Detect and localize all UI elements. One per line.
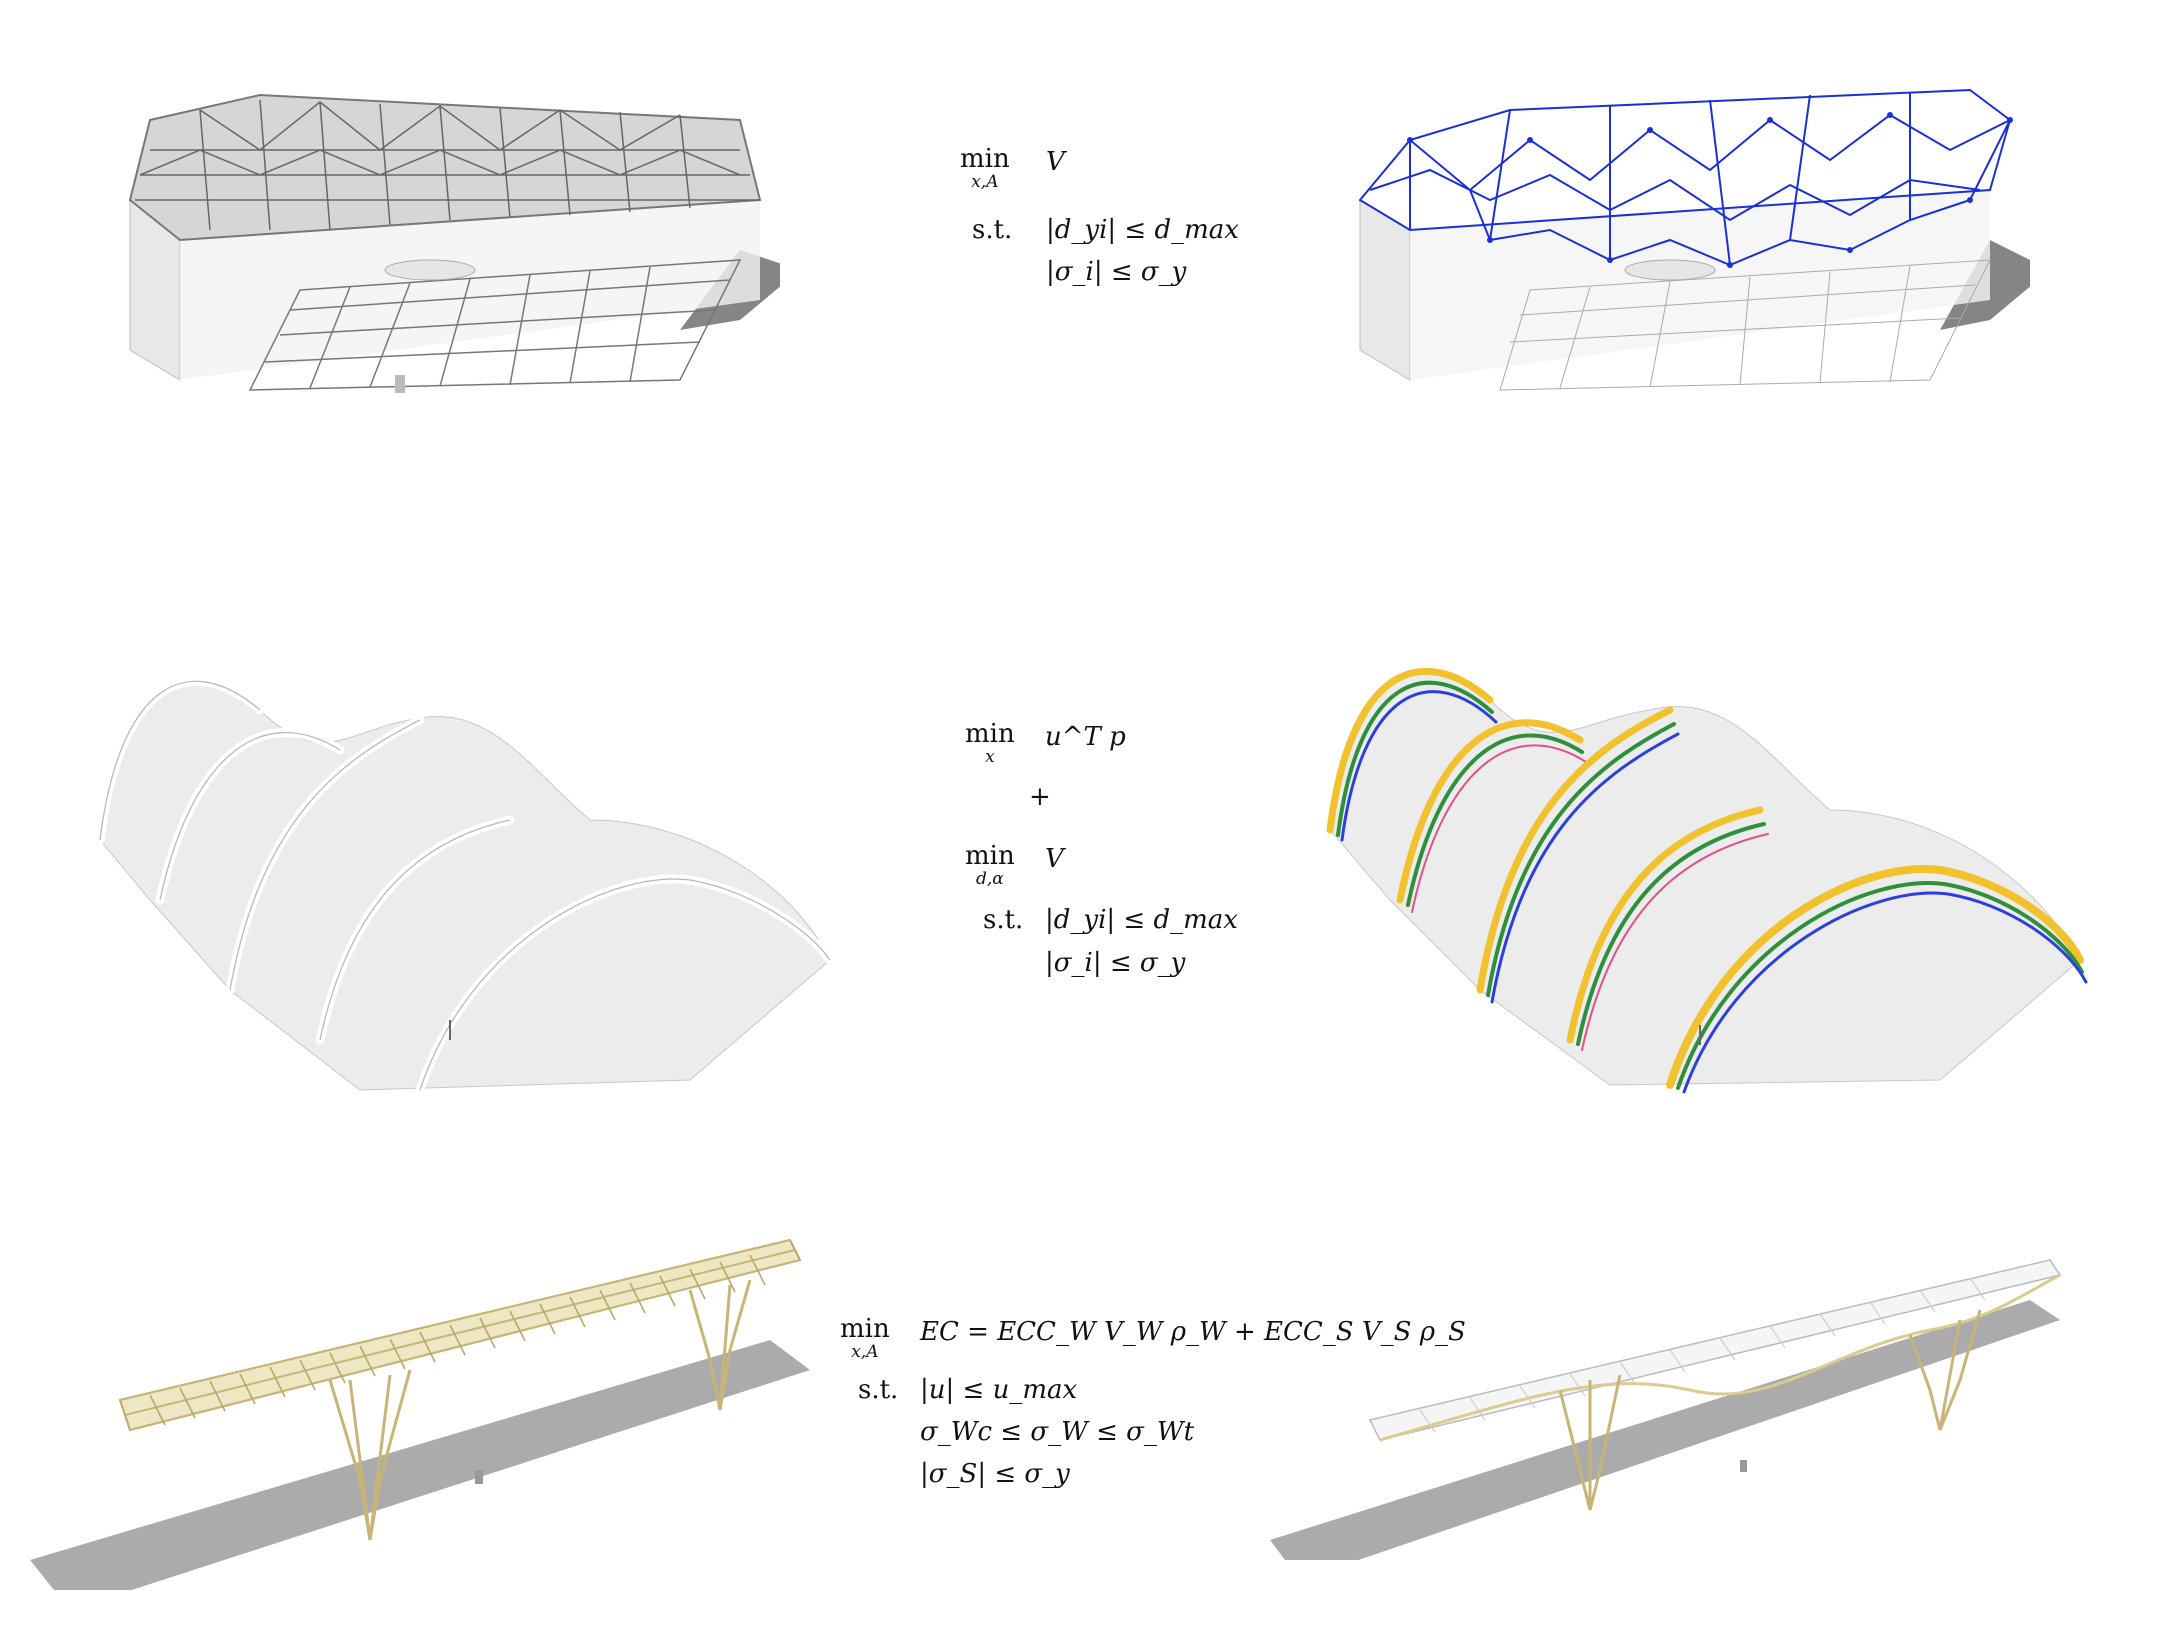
subject-to-label: s.t. (858, 1375, 899, 1405)
subject-to-label: s.t. (983, 905, 1024, 935)
space-truss-roof-render (120, 80, 780, 440)
optimized-arched-shell-render (1320, 630, 2110, 1100)
constraint-expression: |σ_i| ≤ σ_y (1045, 948, 1186, 978)
arched-shell-render (90, 640, 850, 1110)
optimization-formulation-3: min x,A EC = ECC_W V_W ρ_W + ECC_S V_S ρ… (840, 1314, 1466, 1505)
objective-expression: V (1046, 147, 1065, 177)
optimized-bridge-render (1270, 1240, 2070, 1560)
objective-operator: min x,A (840, 1314, 890, 1362)
timber-truss-bridge-render (30, 1230, 830, 1590)
objective-operator: min x (965, 719, 1015, 767)
objective-expression: EC = ECC_W V_W ρ_W + ECC_S V_S ρ_S (920, 1317, 1466, 1347)
optimization-formulation-1: min x,A V s.t. |d_yi| ≤ d_max |σ_i| ≤ σ_… (960, 144, 1239, 305)
objective-expression: u^T p (1045, 722, 1126, 752)
subject-to-label: s.t. (972, 215, 1013, 245)
combine-plus: + (1029, 782, 1051, 812)
optimization-formulation-2: min x u^T p + min d,α V s.t. |d_yi| ≤ d_… (965, 719, 1238, 990)
optimized-space-truss-render (1350, 80, 2030, 440)
constraint-expression: |u| ≤ u_max (920, 1375, 1078, 1405)
objective-expression: V (1045, 844, 1064, 874)
constraint-expression: |σ_S| ≤ σ_y (920, 1459, 1070, 1489)
constraint-expression: |d_yi| ≤ d_max (1045, 905, 1238, 935)
objective-operator: min x,A (960, 144, 1010, 192)
constraint-expression: |σ_i| ≤ σ_y (1046, 257, 1187, 287)
constraint-expression: |d_yi| ≤ d_max (1046, 215, 1239, 245)
objective-operator: min d,α (965, 841, 1015, 889)
constraint-expression: σ_Wc ≤ σ_W ≤ σ_Wt (920, 1417, 1195, 1447)
